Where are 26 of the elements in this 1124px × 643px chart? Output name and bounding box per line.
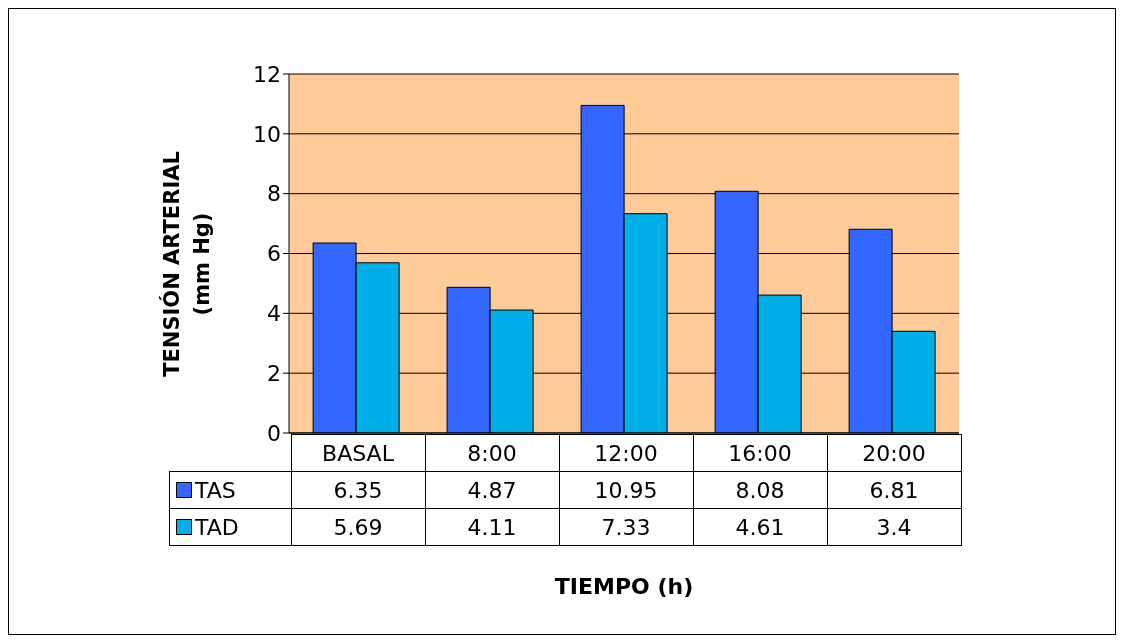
x-tick-label: 12:00 [559, 434, 693, 472]
x-tick-label: 16:00 [693, 434, 827, 472]
y-tick-label: 2 [267, 360, 281, 386]
data-label: 6.35 [291, 471, 425, 509]
data-label: 4.87 [425, 471, 559, 509]
x-tick-label: 20:00 [827, 434, 961, 472]
y-tick-label: 6 [267, 241, 281, 267]
data-label: 8.08 [693, 471, 827, 509]
data-label: 6.81 [827, 471, 961, 509]
y-tick-label: 10 [253, 121, 281, 147]
data-label: 3.4 [827, 508, 961, 546]
y-tick-label: 4 [267, 301, 281, 327]
y-tick-label: 8 [267, 181, 281, 207]
legend-label: TAS [169, 471, 291, 509]
x-tick-label: 8:00 [425, 434, 559, 472]
data-label: 4.11 [425, 508, 559, 546]
y-axis-title: TENSIÓN ARTERIAL (mm Hg) [158, 150, 215, 379]
y-tick-label: 0 [267, 420, 281, 446]
x-tick-label: BASAL [291, 434, 425, 472]
data-label: 5.69 [291, 508, 425, 546]
data-label: 4.61 [693, 508, 827, 546]
y-tick-label: 12 [253, 61, 281, 87]
legend-label: TAD [169, 508, 291, 546]
data-label: 7.33 [559, 508, 693, 546]
data-label: 10.95 [559, 471, 693, 509]
x-axis-title: TIEMPO (h) [553, 574, 695, 599]
